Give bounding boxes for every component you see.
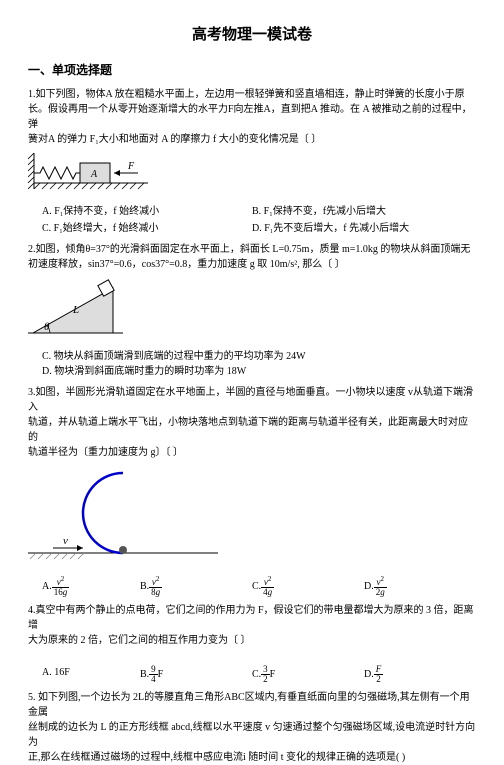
q3-optB: B. v28g xyxy=(140,576,252,597)
q3-line2: 轨道，并从轨道上端水平飞出，小物块落地点到轨道下端的距离与轨道半径有关，此距离最… xyxy=(28,415,476,445)
svg-text:L: L xyxy=(72,304,79,316)
q1-line2: 长。假设再用一个从零开始逐渐增大的水平力F向左推A，直到把A 推动。在 A 被推… xyxy=(28,102,476,132)
q1-line1: 1.如下列图，物体A 放在粗糙水平面上，左边用一根轻弹簧和竖直墙相连，静止时弹簧… xyxy=(28,87,476,102)
svg-text:F: F xyxy=(127,161,135,172)
svg-text:θ: θ xyxy=(44,321,50,333)
q3-line1: 3.如图，半圆形光滑轨道固定在水平地面上，半圆的直径与地面垂直。一小物块以速度 … xyxy=(28,385,476,415)
section-title: 一、单项选择题 xyxy=(28,61,476,79)
q3-optD: D. v22g xyxy=(364,576,476,597)
q3-optC: C. v24g xyxy=(252,576,364,597)
q1-optD: D. F₁先不变后增大，f 先减小后增大 xyxy=(252,221,476,236)
q2-line2: 初速度释放，sin37°=0.6，cos37°=0.8，重力加速度 g 取 10… xyxy=(28,257,476,272)
q1-line3: 簧对A 的弹力 F₁大小和地面对 A 的摩擦力 f 大小的变化情况是〔 〕 xyxy=(28,132,476,147)
q3-line3: 轨道半径为〔重力加速度为 g〕〔 〕 xyxy=(28,445,476,460)
q2-optD: D. 物块滑到斜面底端时重力的瞬时功率为 18W xyxy=(28,364,476,379)
svg-text:v: v xyxy=(63,535,68,547)
q4-optC: C. 32 F xyxy=(252,665,364,684)
question-4: 4.真空中有两个静止的点电荷，它们之间的作用力为 F，假设它们的带电量都增大为原… xyxy=(28,603,476,684)
q4-line2: 大为原来的 2 倍，它们之间的相互作用力变为〔 〕 xyxy=(28,633,476,648)
q2-diagram: L θ xyxy=(28,278,476,343)
q1-optA: A. F₁保持不变，f 始终减小 xyxy=(28,204,252,219)
q1-optB: B. F₁保持不变，f先减小后增大 xyxy=(252,204,476,219)
q4-optA: A. 16F xyxy=(28,665,140,684)
q3-diagram: v xyxy=(28,468,476,568)
question-2: 2.如图，倾角θ=37°的光滑斜面固定在水平面上，斜面长 L=0.75m，质量 … xyxy=(28,242,476,379)
question-1: 1.如下列图，物体A 放在粗糙水平面上，左边用一根轻弹簧和竖直墙相连，静止时弹簧… xyxy=(28,87,476,236)
q4-line1: 4.真空中有两个静止的点电荷，它们之间的作用力为 F，假设它们的带电量都增大为原… xyxy=(28,603,476,633)
question-5: 5. 如下列图,一个边长为 2L的等腰直角三角形ABC区域内,有垂直纸面向里的匀… xyxy=(28,690,476,765)
q3-optA: A. v216g xyxy=(28,576,140,597)
q1-diagram: A F xyxy=(28,153,476,200)
q2-line1: 2.如图，倾角θ=37°的光滑斜面固定在水平面上，斜面长 L=0.75m，质量 … xyxy=(28,242,476,257)
q5-line3: 正,那么在线框通过磁场的过程中,线框中感应电流i 随时间 t 变化的规律正确的选… xyxy=(28,750,476,765)
q5-line2: 丝制成的边长为 L 的正方形线框 abcd,线框以水平速度 v 匀速通过整个匀强… xyxy=(28,720,476,750)
doc-title: 高考物理一模试卷 xyxy=(28,24,476,47)
question-3: 3.如图，半圆形光滑轨道固定在水平地面上，半圆的直径与地面垂直。一小物块以速度 … xyxy=(28,385,476,597)
q4-optD: D. F2 xyxy=(364,665,476,684)
q1-optC: C. F₁始终增大，f 始终减小 xyxy=(28,221,252,236)
svg-text:A: A xyxy=(90,169,98,180)
q5-line1: 5. 如下列图,一个边长为 2L的等腰直角三角形ABC区域内,有垂直纸面向里的匀… xyxy=(28,690,476,720)
q4-optB: B. 94 F xyxy=(140,665,252,684)
q2-optC: C. 物块从斜面顶端滑到底端的过程中重力的平均功率为 24W xyxy=(28,349,476,364)
